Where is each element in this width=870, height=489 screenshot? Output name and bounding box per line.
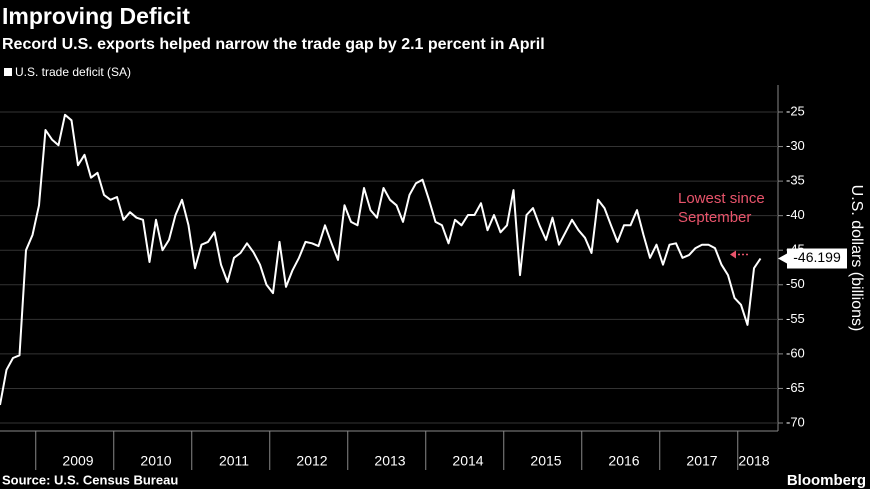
x-tick-label: 2010 [140,453,171,469]
annotation: September [678,209,751,226]
value-label-pointer [778,253,787,264]
x-tick-label: 2016 [608,453,639,469]
y-tick-label: -35 [786,173,805,188]
annotation-arrowhead [730,250,736,259]
legend-label: U.S. trade deficit (SA) [15,65,131,79]
x-tick-label: 2013 [374,453,405,469]
y-tick-label: -50 [786,276,805,291]
x-tick-label: 2009 [62,453,93,469]
y-tick-label: -60 [786,345,805,360]
y-axis-label: U.S. dollars (billions) [848,185,865,332]
brand: Bloomberg [787,472,866,489]
y-tick-label: -65 [786,380,805,395]
value-label-box [787,248,847,269]
source: Source: U.S. Census Bureau [2,472,178,487]
x-tick-label: 2014 [452,453,483,469]
value-label: -46.199 [793,249,841,265]
chart-title: Improving Deficit [2,3,190,29]
x-tick-label: 2017 [686,453,717,469]
x-tick-label: 2015 [530,453,561,469]
y-tick-label: -55 [786,311,805,326]
y-tick-label: -30 [786,138,805,153]
data-line [0,113,762,406]
annotation: Lowest since [678,190,765,207]
x-tick-label: 2018 [738,453,769,469]
y-tick-label: -40 [786,207,805,222]
x-tick-label: 2011 [219,453,249,469]
y-tick-label: -25 [786,103,805,118]
y-tick-label: -70 [786,414,805,429]
legend-swatch [4,68,12,76]
x-tick-label: 2012 [296,453,327,469]
chart-subtitle: Record U.S. exports helped narrow the tr… [2,36,545,53]
